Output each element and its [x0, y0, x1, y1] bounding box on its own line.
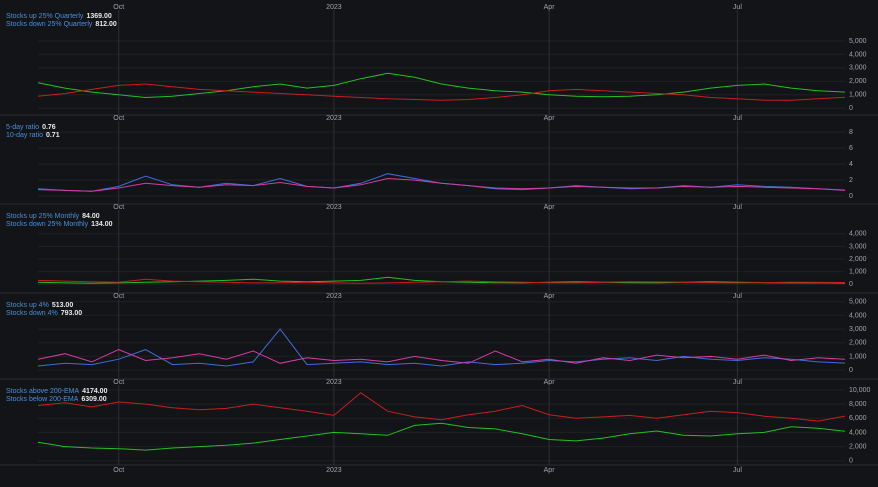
legend-name: Stocks up 25% Quarterly — [6, 13, 84, 20]
x-tick-label: Apr — [544, 115, 556, 122]
y-tick-label: 0 — [849, 105, 853, 112]
series-line — [37, 72, 846, 99]
x-tick-label: Apr — [544, 293, 556, 300]
y-tick-label: 5,000 — [849, 38, 867, 45]
legend-value: 0.76 — [42, 124, 56, 131]
legend-name: Stocks up 4% — [6, 302, 49, 309]
y-tick-label: 8,000 — [849, 401, 867, 408]
legend-name: 10-day ratio — [6, 132, 43, 139]
y-tick-label: 10,000 — [849, 387, 871, 394]
x-tick-label: 2023 — [326, 293, 342, 300]
y-tick-label: 0 — [849, 367, 853, 374]
y-tick-label: 2,000 — [849, 256, 867, 263]
y-tick-label: 3,000 — [849, 65, 867, 72]
y-tick-label: 2,000 — [849, 340, 867, 347]
x-tick-label: Oct — [113, 467, 124, 474]
y-tick-label: 0 — [849, 458, 853, 465]
legend-value: 0.71 — [46, 132, 60, 139]
series-line — [37, 278, 846, 284]
legend-name: Stocks down 4% — [6, 310, 58, 317]
y-tick-label: 2,000 — [849, 78, 867, 85]
series-line — [37, 422, 846, 451]
x-tick-label: 2023 — [326, 467, 342, 474]
y-tick-label: 1,000 — [849, 268, 867, 275]
x-tick-label: Oct — [113, 293, 124, 300]
x-tick-label: Apr — [544, 204, 556, 211]
legend-value: 4174.00 — [82, 388, 107, 395]
x-tick-label: Oct — [113, 4, 124, 11]
y-tick-label: 4,000 — [849, 312, 867, 319]
x-tick-label: Jul — [733, 467, 742, 474]
legend-name: Stocks below 200-EMA — [6, 396, 79, 403]
legend-name: Stocks down 25% Monthly — [6, 221, 89, 228]
x-tick-label: Jul — [733, 379, 742, 386]
x-tick-label: Apr — [544, 4, 556, 11]
legend-value: 1369.00 — [86, 13, 111, 20]
y-tick-label: 4,000 — [849, 429, 867, 436]
series-line — [37, 349, 846, 364]
x-tick-label: 2023 — [326, 115, 342, 122]
legend-value: 513.00 — [52, 302, 74, 309]
legend-value: 6309.00 — [81, 396, 106, 403]
y-tick-label: 6 — [849, 145, 853, 152]
x-tick-label: 2023 — [326, 379, 342, 386]
y-tick-label: 2,000 — [849, 443, 867, 450]
x-tick-label: Jul — [733, 204, 742, 211]
y-tick-label: 3,000 — [849, 243, 867, 250]
legend-name: Stocks down 25% Quarterly — [6, 21, 93, 28]
x-tick-label: Jul — [733, 4, 742, 11]
y-tick-label: 4,000 — [849, 231, 867, 238]
series-line — [37, 83, 846, 101]
y-tick-label: 5,000 — [849, 299, 867, 306]
x-tick-label: 2023 — [326, 204, 342, 211]
x-tick-label: Apr — [544, 467, 556, 474]
x-tick-label: 2023 — [326, 4, 342, 11]
y-tick-label: 4 — [849, 161, 853, 168]
y-tick-label: 8 — [849, 129, 853, 136]
legend-value: 793.00 — [61, 310, 83, 317]
legend-value: 134.00 — [91, 221, 113, 228]
y-tick-label: 0 — [849, 193, 853, 200]
series-line — [37, 177, 846, 192]
x-tick-label: Oct — [113, 379, 124, 386]
legend-name: 5-day ratio — [6, 124, 39, 131]
legend-name: Stocks above 200-EMA — [6, 388, 79, 395]
x-tick-label: Oct — [113, 115, 124, 122]
legend-name: Stocks up 25% Monthly — [6, 213, 80, 220]
y-tick-label: 6,000 — [849, 415, 867, 422]
x-tick-label: Apr — [544, 379, 556, 386]
x-tick-label: Jul — [733, 115, 742, 122]
x-tick-label: Jul — [733, 293, 742, 300]
x-tick-label: Oct — [113, 204, 124, 211]
y-tick-label: 4,000 — [849, 51, 867, 58]
series-line — [37, 392, 846, 422]
legend-value: 812.00 — [95, 21, 117, 28]
y-tick-label: 3,000 — [849, 326, 867, 333]
legend-value: 84.00 — [82, 213, 100, 220]
y-tick-label: 0 — [849, 281, 853, 288]
y-tick-label: 1,000 — [849, 92, 867, 99]
y-tick-label: 1,000 — [849, 353, 867, 360]
series-line — [37, 328, 846, 367]
y-tick-label: 2 — [849, 177, 853, 184]
